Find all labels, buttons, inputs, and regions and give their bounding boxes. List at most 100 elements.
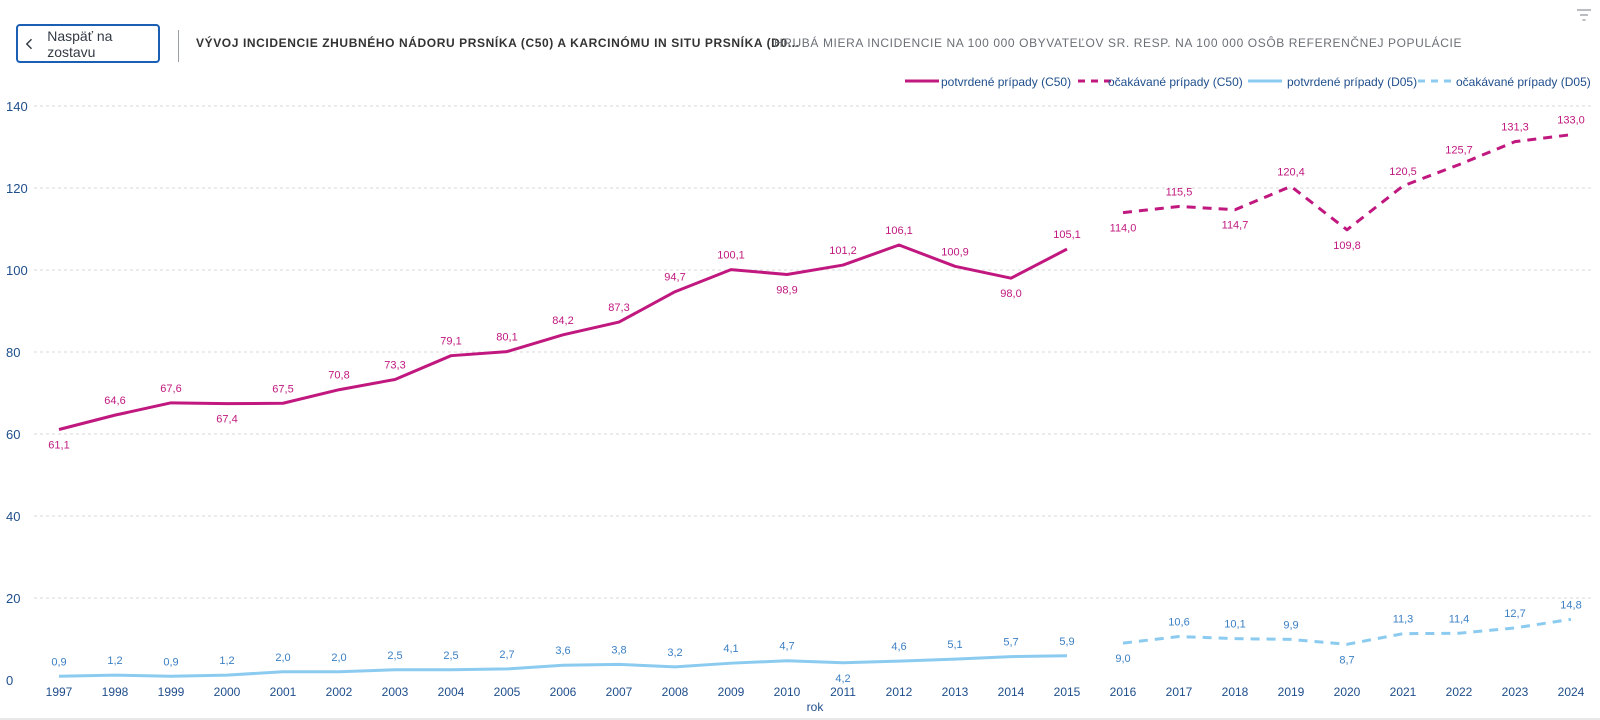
data-label: 61,1: [48, 439, 69, 451]
x-tick-label: 2017: [1166, 685, 1193, 699]
x-tick-label: 2000: [214, 685, 241, 699]
data-label: 98,9: [776, 285, 797, 297]
x-tick-label: 2024: [1558, 685, 1585, 699]
data-label: 2,5: [443, 650, 458, 662]
y-tick-label: 0: [6, 673, 13, 688]
x-tick-label: 2002: [326, 685, 353, 699]
x-tick-label: 1997: [46, 685, 73, 699]
back-button-label: Naspäť na zostavu: [47, 27, 113, 60]
series-line-4: [1122, 617, 1572, 646]
data-label: 73,3: [384, 359, 405, 371]
data-label: 1,2: [107, 655, 122, 667]
data-label: 131,3: [1501, 122, 1529, 134]
x-axis-title: rok: [807, 700, 825, 714]
legend-label-4: očakávané prípady (D05): [1456, 75, 1591, 89]
data-label: 101,2: [829, 245, 857, 257]
x-tick-label: 2008: [662, 685, 689, 699]
data-label: 5,9: [1059, 636, 1074, 648]
data-label: 10,6: [1168, 617, 1189, 629]
data-label: 2,7: [499, 649, 514, 661]
back-to-report-button[interactable]: Naspäť na zostavu: [16, 24, 160, 63]
x-tick-label: 2014: [998, 685, 1025, 699]
data-label: 2,5: [387, 650, 402, 662]
series-line-2: [1122, 133, 1572, 232]
data-label: 4,1: [723, 643, 738, 655]
data-label: 120,5: [1389, 166, 1417, 178]
x-tick-label: 2003: [382, 685, 409, 699]
data-label: 3,2: [667, 647, 682, 659]
x-tick-label: 2007: [606, 685, 633, 699]
data-label: 100,9: [941, 246, 969, 258]
x-tick-label: 2022: [1446, 685, 1473, 699]
data-label: 64,6: [104, 395, 125, 407]
data-label: 67,4: [216, 414, 237, 426]
x-tick-label: 2012: [886, 685, 913, 699]
data-label: 115,5: [1166, 186, 1193, 198]
data-label: 5,7: [1003, 637, 1018, 649]
x-tick-label: 2004: [438, 685, 465, 699]
x-tick-label: 2011: [830, 685, 856, 699]
y-tick-label: 80: [6, 345, 20, 360]
y-tick-label: 40: [6, 509, 20, 524]
chart-title: VÝVOJ INCIDENCIE ZHUBNÉHO NÁDORU PRSNÍKA…: [196, 36, 800, 50]
data-label: 98,0: [1000, 288, 1021, 300]
x-tick-label: 2021: [1390, 685, 1417, 699]
x-tick-label: 1999: [158, 685, 185, 699]
data-label: 70,8: [328, 370, 349, 382]
data-label: 67,5: [272, 383, 293, 395]
data-label: 0,9: [51, 656, 66, 668]
data-label: 133,0: [1557, 115, 1585, 127]
x-tick-label: 2019: [1278, 685, 1305, 699]
data-label: 14,8: [1560, 599, 1581, 611]
series-line-1: [58, 243, 1068, 431]
x-tick-label: 2013: [942, 685, 969, 699]
data-label: 105,1: [1053, 229, 1081, 241]
y-tick-label: 100: [6, 263, 28, 278]
data-label: 9,0: [1115, 653, 1130, 665]
filter-icon[interactable]: [1576, 8, 1592, 22]
data-label: 11,3: [1393, 614, 1414, 626]
data-label: 11,4: [1449, 613, 1470, 625]
data-label: 12,7: [1504, 608, 1525, 620]
data-label: 1,2: [219, 655, 234, 667]
data-label: 4,7: [779, 641, 794, 653]
data-label: 100,1: [717, 250, 745, 262]
x-tick-label: 2020: [1334, 685, 1361, 699]
x-tick-label: 1998: [102, 685, 129, 699]
data-label: 3,8: [611, 644, 626, 656]
data-label: 4,2: [835, 673, 850, 685]
data-label: 79,1: [440, 336, 461, 348]
y-tick-label: 20: [6, 591, 20, 606]
x-tick-label: 2018: [1222, 685, 1249, 699]
report-header: Naspäť na zostavu VÝVOJ INCIDENCIE ZHUBN…: [0, 0, 1600, 70]
data-label: 94,7: [664, 272, 685, 284]
data-label: 84,2: [552, 315, 573, 327]
data-label: 2,0: [275, 652, 290, 664]
data-label: 5,1: [947, 639, 962, 651]
data-label: 4,6: [891, 641, 906, 653]
x-tick-label: 2001: [270, 685, 297, 699]
x-tick-label: 2010: [774, 685, 801, 699]
x-tick-label: 2023: [1502, 685, 1529, 699]
data-label: 3,6: [555, 645, 570, 657]
data-label: 114,7: [1222, 220, 1249, 232]
data-label: 67,6: [160, 383, 181, 395]
data-label: 10,1: [1224, 619, 1245, 631]
data-label: 9,9: [1283, 619, 1298, 631]
data-label: 114,0: [1110, 223, 1137, 235]
x-tick-label: 2009: [718, 685, 745, 699]
data-label: 106,1: [885, 225, 913, 237]
data-label: 80,1: [496, 332, 517, 344]
chart-subtitle: HRUBÁ MIERA INCIDENCIE NA 100 000 OBYVAT…: [774, 36, 1463, 50]
header-divider: [178, 30, 179, 62]
data-label: 0,9: [163, 656, 178, 668]
data-label: 2,0: [331, 652, 346, 664]
y-tick-label: 140: [6, 99, 28, 114]
series-line-3: [58, 654, 1068, 678]
data-label: 120,4: [1277, 166, 1305, 178]
x-tick-label: 2015: [1054, 685, 1081, 699]
legend-label-3: potvrdené prípady (D05): [1287, 75, 1417, 89]
legend-label-1: potvrdené prípady (C50): [941, 75, 1071, 89]
y-tick-label: 60: [6, 427, 20, 442]
